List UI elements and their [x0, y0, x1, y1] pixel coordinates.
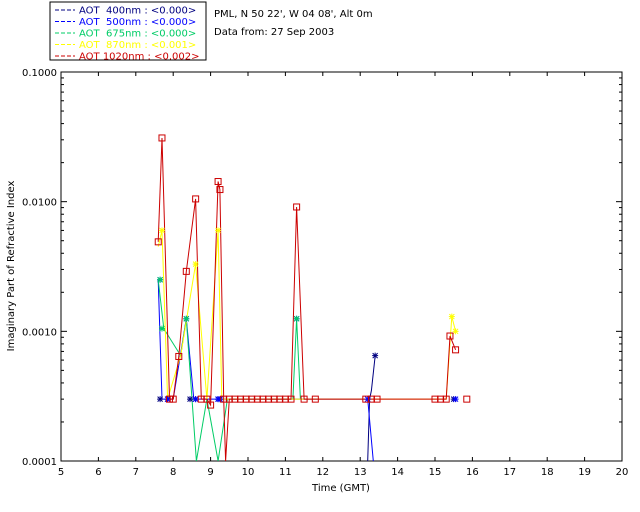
star-stroke — [157, 396, 163, 402]
x-tick-label: 19 — [578, 467, 591, 478]
legend-entry: AOT 675nm : <0.000> — [79, 29, 196, 40]
x-tick-label: 11 — [279, 467, 292, 478]
x-tick-label: 5 — [58, 467, 64, 478]
series-point-1 — [216, 396, 223, 403]
y-tick-label: 0.1000 — [22, 68, 57, 79]
y-tick-label: 0.0010 — [22, 327, 57, 338]
legend-entry: AOT 500nm : <0.000> — [79, 17, 196, 28]
star-stroke — [372, 352, 379, 359]
series-point-4 — [203, 395, 211, 403]
series-point-4 — [311, 395, 319, 403]
star-stroke — [448, 313, 455, 320]
star-stroke — [192, 396, 199, 402]
series-point-3 — [158, 227, 165, 234]
series-point-2 — [157, 276, 164, 283]
star-stroke — [159, 325, 165, 332]
star-stroke — [157, 276, 163, 283]
x-tick-label: 10 — [242, 467, 255, 478]
star-stroke — [452, 396, 459, 402]
series-line-0 — [367, 355, 376, 461]
y-axis-title: Imaginary Part of Refractive Index — [6, 181, 17, 352]
x-tick-label: 9 — [207, 467, 213, 478]
series-point-4 — [463, 395, 471, 403]
star-stroke — [192, 261, 199, 267]
series-point-2 — [158, 325, 165, 332]
series-point-4 — [165, 395, 173, 403]
series-point-4 — [446, 332, 454, 340]
legend-entry: AOT 1020nm : <0.002> — [79, 52, 199, 63]
x-tick-label: 14 — [391, 467, 404, 478]
series-line-4 — [157, 137, 457, 461]
series-point-0 — [187, 396, 194, 403]
site-label: PML, N 50 22', W 04 08', Alt 0m — [214, 9, 373, 20]
x-tick-label: 18 — [541, 467, 554, 478]
y-tick-label: 0.0001 — [22, 457, 57, 468]
y-axis: 0.0001 0.0010 0.0100 0.1000 — [22, 68, 622, 468]
x-tick-label: 20 — [616, 467, 629, 478]
star-stroke — [364, 396, 371, 402]
x-axis-title: Time (GMT) — [311, 483, 370, 494]
series-point-1 — [364, 396, 371, 403]
x-tick-label: 12 — [316, 467, 329, 478]
series-point-4 — [182, 267, 190, 275]
series-point-4 — [175, 352, 183, 360]
series-line-2 — [157, 279, 301, 461]
star-stroke — [217, 396, 223, 402]
x-axis: 5 6 7 8 9 10 11 12 13 14 15 16 17 18 19 20 — [58, 72, 629, 478]
star-stroke — [183, 315, 190, 322]
star-stroke — [159, 227, 165, 234]
series-point-1 — [192, 396, 199, 403]
x-tick-label: 6 — [95, 467, 101, 478]
series-point-4 — [169, 395, 177, 403]
series-markers — [154, 134, 471, 409]
x-tick-label: 8 — [170, 467, 176, 478]
series-point-4 — [192, 195, 200, 203]
star-stroke — [452, 328, 459, 335]
series-point-4 — [452, 346, 460, 354]
star-stroke — [187, 396, 193, 402]
series-point-3 — [192, 261, 199, 268]
legend-box — [49, 1, 207, 61]
x-tick-label: 17 — [503, 467, 516, 478]
series-point-4 — [293, 203, 301, 211]
series-point-0 — [372, 352, 379, 359]
date-label: Data from: 27 Sep 2003 — [214, 27, 334, 38]
series-point-3 — [452, 328, 459, 335]
series-point-2 — [293, 315, 300, 322]
series-point-4 — [287, 395, 295, 403]
series-point-4 — [300, 395, 308, 403]
star-stroke — [164, 396, 171, 402]
x-tick-label: 15 — [429, 467, 442, 478]
x-tick-label: 7 — [133, 467, 139, 478]
series-line-3 — [157, 230, 457, 400]
series-line-1 — [157, 279, 374, 461]
series-point-3 — [215, 227, 222, 234]
legend: AOT 400nm : <0.000>AOT 500nm : <0.000>AO… — [55, 6, 199, 63]
star-stroke — [215, 227, 221, 234]
series-point-4 — [207, 401, 215, 409]
series-point-4 — [373, 395, 381, 403]
series-point-4 — [442, 395, 450, 403]
series-point-4 — [158, 134, 166, 142]
series-point-2 — [183, 315, 190, 322]
series-lines — [157, 137, 457, 461]
y-tick-label: 0.0100 — [22, 198, 57, 209]
x-tick-label: 13 — [354, 467, 367, 478]
legend-entry: AOT 400nm : <0.000> — [79, 6, 196, 17]
plot-frame — [60, 71, 623, 462]
series-point-4 — [154, 238, 162, 246]
x-tick-label: 16 — [466, 467, 479, 478]
series-point-4 — [214, 178, 222, 186]
series-point-3 — [448, 313, 455, 320]
series-point-4 — [216, 186, 224, 194]
series-point-0 — [157, 396, 164, 403]
series-point-1 — [452, 396, 459, 403]
series-point-1 — [164, 396, 171, 403]
star-stroke — [293, 315, 300, 322]
legend-entry: AOT 870nm : <0.001> — [79, 40, 196, 51]
